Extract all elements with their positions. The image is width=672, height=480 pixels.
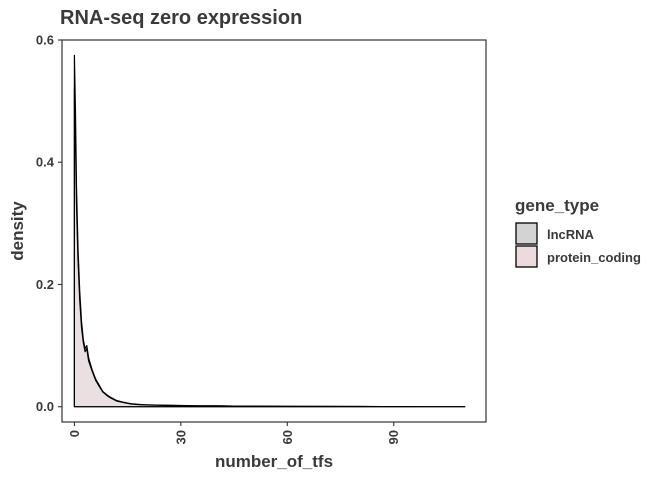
x-tick-label: 0: [67, 430, 82, 437]
y-tick-label: 0.2: [36, 277, 54, 292]
chart-title: RNA-seq zero expression: [60, 7, 302, 29]
plot-panel: [61, 39, 487, 423]
legend-label-lncrna: lncRNA: [547, 227, 595, 242]
plot-area: [61, 39, 487, 423]
y-tick-label: 0.6: [36, 33, 54, 48]
y-axis-title: density: [8, 201, 27, 261]
legend-swatch-lncrna: [515, 222, 538, 245]
y-tick-label: 0.0: [36, 399, 54, 414]
series-layer: [73, 54, 466, 408]
x-tick-label: 90: [386, 430, 401, 444]
x-tick-label: 30: [173, 430, 188, 444]
density-area-protein-coding: [73, 88, 466, 408]
legend: gene_type lncRNA protein_coding: [515, 196, 641, 268]
x-axis: 0 30 60 90: [67, 422, 401, 444]
y-axis: 0.0 0.2 0.4 0.6: [36, 33, 62, 414]
legend-swatch-protein-coding: [515, 245, 538, 268]
legend-title: gene_type: [515, 196, 599, 215]
x-axis-title: number_of_tfs: [215, 452, 333, 471]
x-tick-label: 60: [280, 430, 295, 444]
legend-label-protein-coding: protein_coding: [547, 250, 641, 265]
y-tick-label: 0.4: [36, 155, 55, 170]
